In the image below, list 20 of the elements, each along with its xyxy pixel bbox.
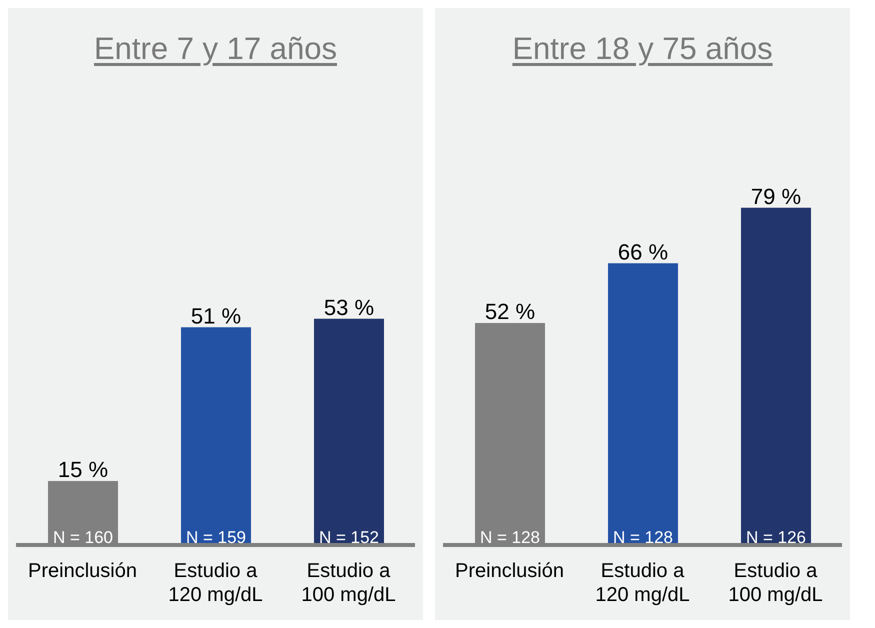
chart-title: Entre 7 y 17 años [94,31,337,67]
data-label: 79 % [750,184,802,209]
annotation: N = 152 [318,528,380,547]
chart-title: Entre 18 y 75 años [512,31,773,67]
annotation: N = 160 [52,528,114,547]
annotation: N = 128 [612,528,674,547]
annotation: N = 128 [480,528,540,547]
x-tick-label: Estudio a 100 mg/dL [301,560,396,606]
data-label: 53 % [324,294,374,320]
data-label: 52 % [484,299,536,324]
x-tick-label: Preinclusión [28,560,137,582]
x-tick-label: Estudio a 120 mg/dL [168,560,263,606]
x-tick-label: Estudio a 100 mg/dL [728,560,823,606]
x-tick-label: Estudio a 120 mg/dL [595,560,690,606]
data-label: 66 % [618,239,668,264]
data-label: 51 % [190,303,242,328]
annotation: N = 159 [186,528,246,547]
data-label: 15 % [58,456,108,482]
x-tick-label: Preinclusión [455,560,564,582]
annotation: N = 126 [746,528,806,547]
